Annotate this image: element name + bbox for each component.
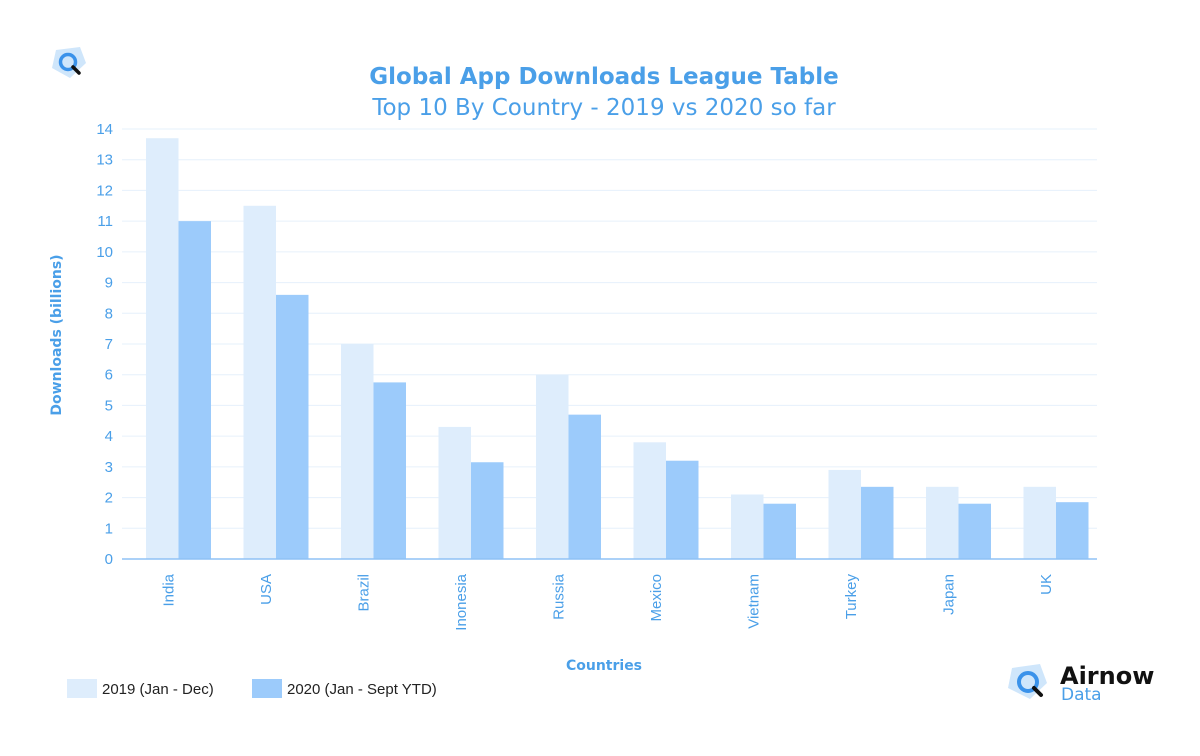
bar-2019-uk — [1023, 486, 1056, 559]
y-tick-label: 10 — [96, 244, 113, 261]
x-tick-label: Mexico — [648, 574, 665, 622]
bar-2020-mexico — [666, 460, 699, 559]
bar-2020-brazil — [373, 382, 406, 559]
magnifier-logo-icon — [1008, 664, 1047, 699]
x-tick-label: Brazil — [356, 574, 373, 612]
bar-2019-inonesia — [438, 426, 471, 559]
bar-2020-japan — [958, 503, 991, 559]
brand-sub: Data — [1061, 685, 1102, 705]
y-tick-label: 11 — [97, 213, 113, 230]
y-tick-label: 14 — [96, 121, 113, 138]
bar-2019-brazil — [341, 344, 374, 559]
y-tick-label: 13 — [96, 152, 113, 169]
x-tick-label: Japan — [941, 574, 958, 615]
y-tick-label: 6 — [105, 367, 113, 384]
bar-2020-inonesia — [471, 462, 504, 559]
brand-name: Airnow — [1060, 662, 1154, 690]
bar-2020-uk — [1056, 502, 1089, 559]
bar-2020-india — [178, 221, 211, 559]
y-tick-label: 0 — [105, 551, 113, 568]
bar-2019-usa — [243, 205, 276, 560]
y-tick-label: 3 — [105, 459, 113, 476]
x-tick-label: UK — [1038, 574, 1055, 595]
y-axis-title: Downloads (billions) — [49, 254, 65, 415]
bar-2019-japan — [926, 486, 959, 559]
legend-label-2020: 2020 (Jan - Sept YTD) — [287, 681, 437, 698]
y-tick-label: 4 — [105, 428, 113, 445]
y-tick-label: 12 — [96, 182, 113, 199]
x-tick-label: Russia — [551, 573, 568, 620]
y-tick-label: 1 — [105, 520, 113, 537]
x-tick-label: Vietnam — [746, 574, 763, 629]
brand-logo: Airnow Data — [1008, 662, 1154, 705]
legend-swatch-2020 — [252, 679, 282, 698]
y-tick-label: 8 — [105, 305, 113, 322]
chart-subtitle: Top 10 By Country - 2019 vs 2020 so far — [371, 95, 836, 121]
x-tick-label: India — [161, 573, 178, 606]
bar-2019-turkey — [828, 469, 861, 559]
y-tick-label: 9 — [105, 275, 113, 292]
legend: 2019 (Jan - Dec) 2020 (Jan - Sept YTD) — [67, 679, 437, 698]
x-tick-labels: India USA Brazil Inonesia Russia Mexico Vietna… — [161, 573, 1056, 630]
x-tick-label: Turkey — [843, 574, 860, 620]
bars — [146, 138, 1089, 560]
bar-2020-turkey — [861, 486, 894, 559]
magnifier-logo-icon — [52, 47, 86, 78]
bar-2020-vietnam — [763, 503, 796, 559]
bar-2019-india — [146, 138, 179, 559]
y-tick-label: 5 — [105, 397, 113, 414]
x-tick-label: Inonesia — [453, 573, 470, 630]
bar-2020-russia — [568, 414, 601, 559]
y-tick-label: 2 — [105, 490, 113, 507]
y-tick-label: 7 — [105, 336, 113, 353]
x-axis-title: Countries — [566, 658, 642, 674]
bar-2019-mexico — [633, 442, 666, 559]
bar-2019-russia — [536, 374, 569, 559]
bar-2019-vietnam — [731, 494, 764, 559]
legend-swatch-2019 — [67, 679, 97, 698]
x-tick-label: USA — [258, 574, 275, 605]
bar-2020-usa — [276, 294, 309, 559]
legend-label-2019: 2019 (Jan - Dec) — [102, 681, 214, 698]
chart-title: Global App Downloads League Table — [369, 64, 838, 90]
